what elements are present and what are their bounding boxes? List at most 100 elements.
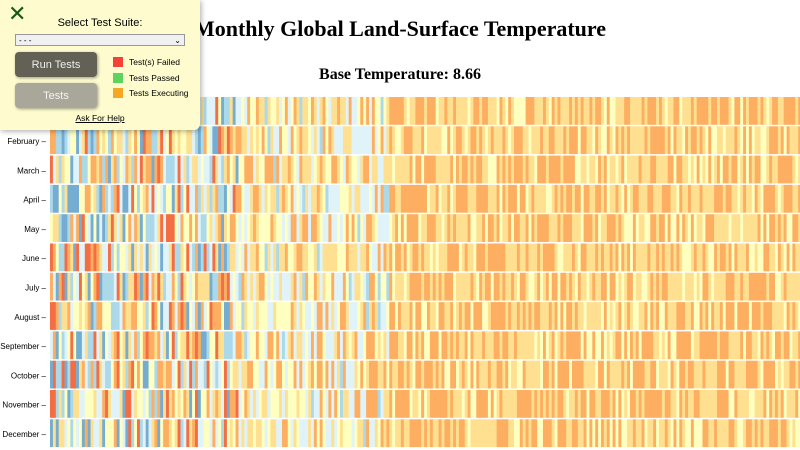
heatmap-cell (485, 97, 489, 125)
heatmap-cell (798, 419, 800, 448)
heatmap-cell (751, 126, 755, 155)
heatmap-cell (490, 214, 494, 242)
close-icon[interactable]: ✕ (8, 2, 27, 27)
heatmap-cell (145, 155, 149, 184)
heatmap-cell (653, 184, 657, 213)
ask-for-help-link[interactable]: Ask For Help (75, 113, 125, 123)
heatmap-cell (612, 97, 616, 125)
heatmap-cell (699, 302, 703, 330)
heatmap-cell (99, 419, 103, 448)
heatmap-cell (93, 126, 97, 155)
heatmap-cell (653, 419, 657, 448)
heatmap-cell (487, 97, 492, 125)
heatmap-cell (647, 331, 651, 360)
heatmap-cell (551, 331, 555, 360)
heatmap-cell (192, 419, 196, 448)
heatmap-cell (789, 214, 793, 242)
heatmap-cell (435, 302, 439, 330)
heatmap-cell (264, 155, 268, 184)
heatmap-cell (105, 214, 109, 242)
heatmap-cell (264, 331, 268, 360)
heatmap-cell (302, 214, 306, 242)
heatmap-cell (235, 184, 239, 213)
heatmap-cell (772, 272, 776, 301)
heatmap-cell (189, 126, 193, 155)
heatmap-cell (186, 302, 190, 330)
heatmap-cell (685, 360, 689, 389)
heatmap-cell (261, 126, 265, 155)
heatmap-cell (670, 155, 674, 184)
heatmap-cell (302, 126, 306, 155)
heatmap-cell (325, 419, 329, 448)
heatmap-cell (595, 155, 599, 184)
heatmap-cell (52, 243, 57, 272)
heatmap-cell (464, 302, 468, 330)
heatmap-cell (119, 126, 123, 155)
heatmap-cell (438, 155, 442, 184)
heatmap-cell (61, 390, 65, 418)
heatmap-cell (212, 126, 216, 155)
heatmap-cell (122, 155, 126, 184)
heatmap-cell (427, 390, 431, 418)
heatmap-cell (189, 243, 193, 272)
heatmap-cell (496, 214, 500, 242)
heatmap-cell (195, 390, 199, 418)
heatmap-cell (334, 360, 338, 389)
heatmap-cell (128, 243, 132, 272)
heatmap-cell (714, 126, 718, 155)
tests-button[interactable]: Tests (15, 83, 97, 108)
heatmap-cell (661, 302, 666, 330)
heatmap-cell (293, 360, 297, 389)
heatmap-cell (467, 360, 471, 389)
heatmap-cell (166, 419, 170, 448)
heatmap-cell (302, 360, 306, 389)
heatmap-cell (79, 126, 83, 155)
heatmap-cell (551, 97, 555, 125)
heatmap-cell (722, 184, 726, 213)
heatmap-cell (572, 360, 576, 389)
heatmap-cell (667, 184, 671, 213)
heatmap-cell (545, 272, 550, 301)
heatmap-cell (638, 272, 642, 301)
run-tests-button[interactable]: Run Tests (15, 52, 97, 77)
heatmap-cell (534, 331, 538, 360)
heatmap-cell (102, 419, 106, 448)
heatmap-cell (311, 243, 315, 272)
heatmap-cell (174, 126, 178, 155)
heatmap-cell (453, 419, 457, 448)
heatmap-cell (203, 155, 207, 184)
heatmap-cell (258, 331, 262, 360)
heatmap-cell (209, 390, 213, 418)
heatmap-cell (641, 419, 645, 448)
heatmap-cell (406, 360, 410, 389)
heatmap-cell (467, 97, 471, 125)
heatmap-cell (371, 97, 376, 125)
heatmap-cell (218, 126, 222, 155)
heatmap-cell (572, 272, 576, 301)
heatmap-cell (696, 272, 700, 301)
heatmap-cell (641, 243, 645, 272)
heatmap-cell (577, 243, 581, 272)
heatmap-cell (569, 184, 573, 213)
heatmap-cell (740, 243, 744, 272)
heatmap-cell (717, 360, 721, 389)
heatmap-cell (119, 184, 123, 213)
heatmap-cell (432, 331, 436, 360)
heatmap-cell (168, 214, 173, 242)
heatmap-cell (371, 360, 376, 389)
test-suite-select[interactable]: - - - ⌄ (15, 34, 185, 46)
heatmap-cell (270, 272, 274, 301)
heatmap-cell (606, 97, 610, 125)
heatmap-cell (766, 126, 770, 155)
heatmap-cell (360, 243, 364, 272)
heatmap-cell (719, 360, 724, 389)
heatmap-cell (322, 184, 326, 213)
heatmap-cell (664, 419, 668, 448)
heatmap-cell (740, 302, 744, 330)
heatmap-cell (659, 126, 663, 155)
heatmap-cell (514, 390, 518, 418)
heatmap-cell (714, 97, 718, 125)
heatmap-cell (157, 302, 161, 330)
heatmap-cell (241, 419, 245, 448)
heatmap-cell (792, 126, 796, 155)
